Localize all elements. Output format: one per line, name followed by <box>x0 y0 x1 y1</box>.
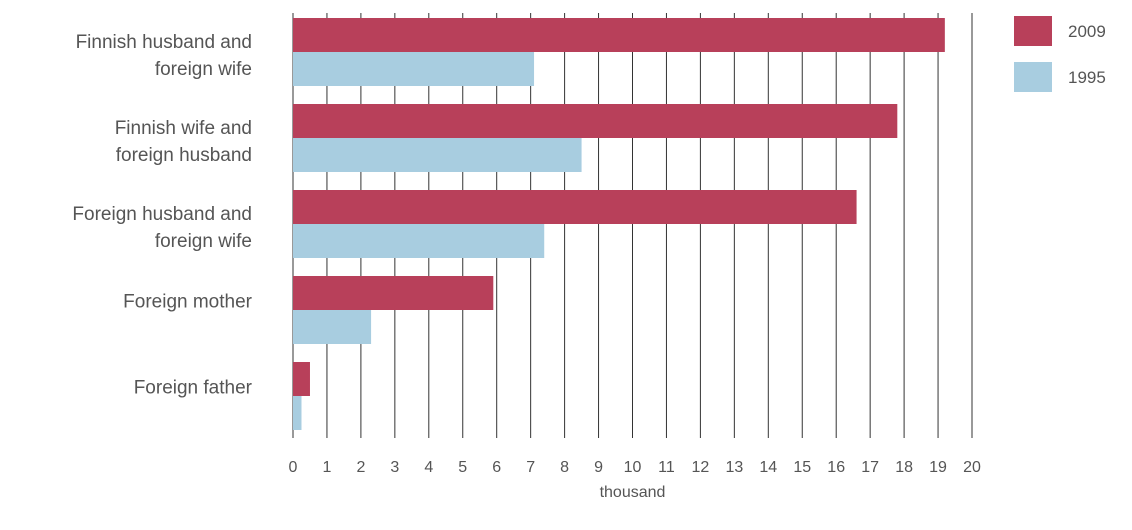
bar-2009 <box>293 276 494 310</box>
category-labels: Finnish husband and foreign wife Finnish w… <box>72 32 252 399</box>
category-label: foreign wife <box>155 231 252 252</box>
x-tick-label: 7 <box>526 459 535 476</box>
x-tick-label: 5 <box>458 459 467 476</box>
category-label: foreign wife <box>155 59 252 80</box>
x-tick-label: 14 <box>759 459 777 476</box>
x-tick-label: 2 <box>356 459 365 476</box>
bar-1995 <box>293 138 582 172</box>
x-tick-label: 13 <box>725 459 743 476</box>
x-axis-ticks: 0 1 2 3 4 5 6 7 8 9 10 11 12 13 14 15 16 17 18 19 20 <box>289 459 981 476</box>
x-tick-label: 16 <box>827 459 845 476</box>
x-axis-label: thousand <box>600 484 666 501</box>
category-label: foreign husband <box>116 145 252 166</box>
x-tick-label: 20 <box>963 459 981 476</box>
legend-swatch-1995 <box>1014 62 1052 92</box>
x-tick-label: 12 <box>692 459 710 476</box>
category-label: Finnish husband and <box>76 32 252 53</box>
category-label: Finnish wife and <box>115 118 252 139</box>
category-label: Foreign husband and <box>72 204 252 225</box>
x-tick-label: 1 <box>322 459 331 476</box>
legend: 2009 1995 <box>1014 16 1106 92</box>
x-tick-label: 19 <box>929 459 947 476</box>
x-tick-label: 3 <box>390 459 399 476</box>
x-tick-label: 9 <box>594 459 603 476</box>
x-tick-label: 8 <box>560 459 569 476</box>
x-tick-label: 17 <box>861 459 879 476</box>
bar-1995 <box>293 310 372 344</box>
x-tick-label: 15 <box>793 459 811 476</box>
bar-2009 <box>293 190 857 224</box>
bars <box>293 18 945 430</box>
x-tick-label: 10 <box>624 459 642 476</box>
category-label: Foreign father <box>134 378 253 399</box>
bar-2009 <box>293 104 898 138</box>
bar-1995 <box>293 396 302 430</box>
category-label: Foreign mother <box>123 292 253 313</box>
bar-1995 <box>293 224 545 258</box>
x-tick-label: 0 <box>289 459 298 476</box>
x-tick-label: 6 <box>492 459 501 476</box>
bar-2009 <box>293 362 310 396</box>
bar-2009 <box>293 18 945 52</box>
legend-label-2009: 2009 <box>1068 22 1106 41</box>
legend-swatch-2009 <box>1014 16 1052 46</box>
bar-1995 <box>293 52 535 86</box>
x-tick-label: 4 <box>424 459 433 476</box>
x-tick-label: 18 <box>895 459 913 476</box>
x-tick-label: 11 <box>658 459 675 476</box>
legend-label-1995: 1995 <box>1068 68 1106 87</box>
